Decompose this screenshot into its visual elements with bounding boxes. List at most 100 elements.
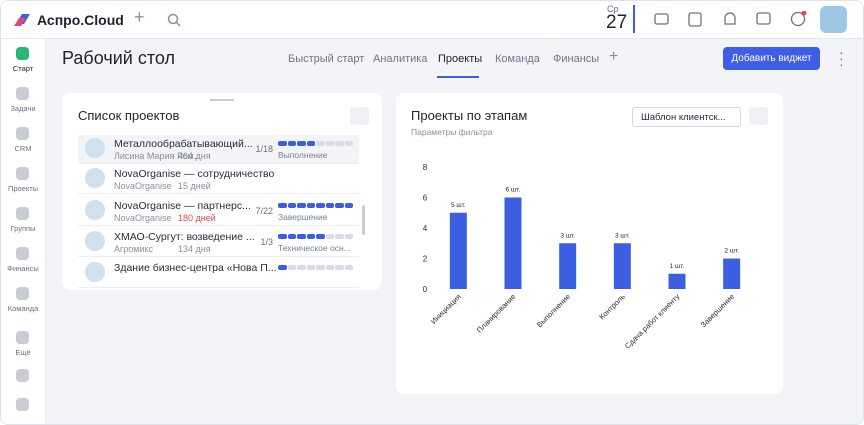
value-label: 1 шт.: [670, 263, 685, 270]
project-row[interactable]: Здание бизнес-центра «Нова П...: [78, 259, 359, 288]
nav-icon[interactable]: [16, 207, 29, 220]
nav-icon[interactable]: [16, 47, 29, 60]
project-row[interactable]: NovaOrganise — партнерс... NovaOrganise 18…: [78, 197, 359, 226]
tab[interactable]: Проекты: [438, 53, 483, 65]
value-label: 2 шт.: [724, 248, 739, 255]
nav-label[interactable]: Проекты: [7, 184, 39, 193]
project-age: 180 дней: [178, 213, 216, 223]
nav-label[interactable]: Задачи: [10, 104, 36, 113]
project-progress: 7/22: [255, 206, 273, 216]
template-select[interactable]: Шаблон клиентск...: [632, 107, 741, 127]
nav-icon[interactable]: [16, 167, 29, 180]
tab[interactable]: Команда: [495, 53, 540, 65]
progress-segment: [297, 141, 306, 146]
add-tab[interactable]: +: [609, 48, 619, 65]
tab[interactable]: Быстрый старт: [288, 53, 365, 65]
bar: [504, 197, 522, 289]
progress-segment: [278, 203, 287, 208]
bar: [613, 243, 631, 289]
progress-segment: [344, 203, 353, 208]
tab[interactable]: Финансы: [553, 53, 600, 65]
avatar: [85, 231, 105, 251]
drag-line: [210, 99, 234, 101]
filter-link[interactable]: Параметры фильтра: [411, 127, 493, 137]
progress-segment: [316, 203, 325, 208]
progress-segment: [306, 203, 315, 208]
search-icon[interactable]: [167, 13, 181, 27]
project-name: NovaOrganise — сотрудничество: [114, 168, 275, 180]
project-name: Здание бизнес-центра «Нова П...: [114, 262, 277, 274]
nav-icon[interactable]: [16, 369, 29, 382]
progress-segment: [325, 234, 334, 239]
progress-segment: [316, 141, 325, 146]
widget-handle[interactable]: [749, 107, 768, 125]
nav-label[interactable]: Ещё: [15, 348, 31, 357]
project-stage: Выполнение: [278, 150, 328, 160]
avatar: [85, 262, 105, 282]
project-stage: Техническое осн...: [278, 243, 351, 253]
progress-segment: [297, 265, 306, 270]
sidebar: Старт Задачи CRM Проекты Группы Финансы Команд…: [1, 39, 46, 424]
progress-segment: [306, 234, 315, 239]
scrollbar: [362, 205, 365, 235]
widget-title: Список проектов: [78, 108, 180, 123]
nav-label[interactable]: Финансы: [7, 264, 39, 273]
progress-segment: [306, 141, 315, 146]
date-line: [633, 5, 635, 33]
progress-segment: [335, 234, 344, 239]
nav-icon[interactable]: [16, 87, 29, 100]
x-tick-label: Завершение: [699, 292, 736, 329]
progress-bar: [278, 141, 353, 146]
progress-segment: [287, 203, 296, 208]
page-title: Рабочий стол: [62, 48, 175, 68]
y-tick-label: 6: [423, 194, 428, 203]
progress-bar: [278, 203, 353, 208]
brand: Аспро.Cloud: [37, 12, 124, 28]
widget-handle[interactable]: [350, 107, 369, 125]
add-widget-button[interactable]: Добавить виджет: [723, 47, 820, 70]
progress-segment: [278, 265, 287, 270]
nav-label[interactable]: Группы: [10, 224, 36, 233]
avatar: [85, 168, 105, 188]
bar: [723, 258, 741, 289]
project-org: Агромикс: [114, 244, 154, 254]
project-progress: 1/3: [260, 237, 273, 247]
bar: [668, 273, 686, 289]
nav-label[interactable]: Старт: [12, 64, 34, 73]
value-label: 3 шт.: [615, 232, 630, 239]
nav-icon[interactable]: [16, 398, 29, 411]
x-tick-label: Планирование: [475, 292, 518, 335]
value-label: 6 шт.: [506, 187, 521, 194]
nav-label[interactable]: Команда: [7, 304, 39, 313]
tab[interactable]: Аналитика: [373, 53, 428, 65]
nav-label[interactable]: CRM: [14, 144, 32, 153]
x-tick-label: Сдача работ клиенту: [623, 292, 682, 351]
progress-segment: [335, 265, 344, 270]
stage-chart-widget: Проекты по этапам Параметры фильтра Шабл…: [396, 93, 783, 394]
bar: [559, 243, 577, 289]
project-progress: 1/18: [255, 144, 273, 154]
project-row[interactable]: Металлообрабатывающий... Лисина Мария Ром…: [78, 135, 359, 164]
logo: [14, 14, 30, 26]
y-tick-label: 0: [423, 285, 428, 294]
add-button[interactable]: +: [134, 7, 145, 27]
project-row[interactable]: NovaOrganise — сотрудничество NovaOrganis…: [78, 165, 359, 194]
more-menu[interactable]: · · ·: [839, 44, 844, 72]
chart: 0 2 4 6 8 5 шт. Инициация 6 шт. Планирование 3 шт…: [423, 163, 741, 351]
progress-segment: [306, 265, 315, 270]
nav-icon[interactable]: [16, 331, 29, 344]
value-label: 5 шт.: [451, 202, 466, 209]
nav-icon[interactable]: [16, 287, 29, 300]
weekday: Ср: [607, 4, 619, 14]
project-row[interactable]: ХМАО-Сургут: возведение ... Агромикс 134 д…: [78, 228, 359, 257]
nav-icon[interactable]: [16, 127, 29, 140]
bar: [449, 212, 467, 289]
value-label: 3 шт.: [560, 232, 575, 239]
project-name: NovaOrganise — партнерс...: [114, 200, 251, 212]
nav-icon[interactable]: [16, 247, 29, 260]
toolbar-icons[interactable]: [653, 11, 813, 29]
progress-segment: [287, 265, 296, 270]
x-tick-label: Инициация: [429, 292, 463, 326]
user-avatar[interactable]: [820, 6, 847, 33]
project-org: NovaOrganise: [114, 213, 172, 223]
